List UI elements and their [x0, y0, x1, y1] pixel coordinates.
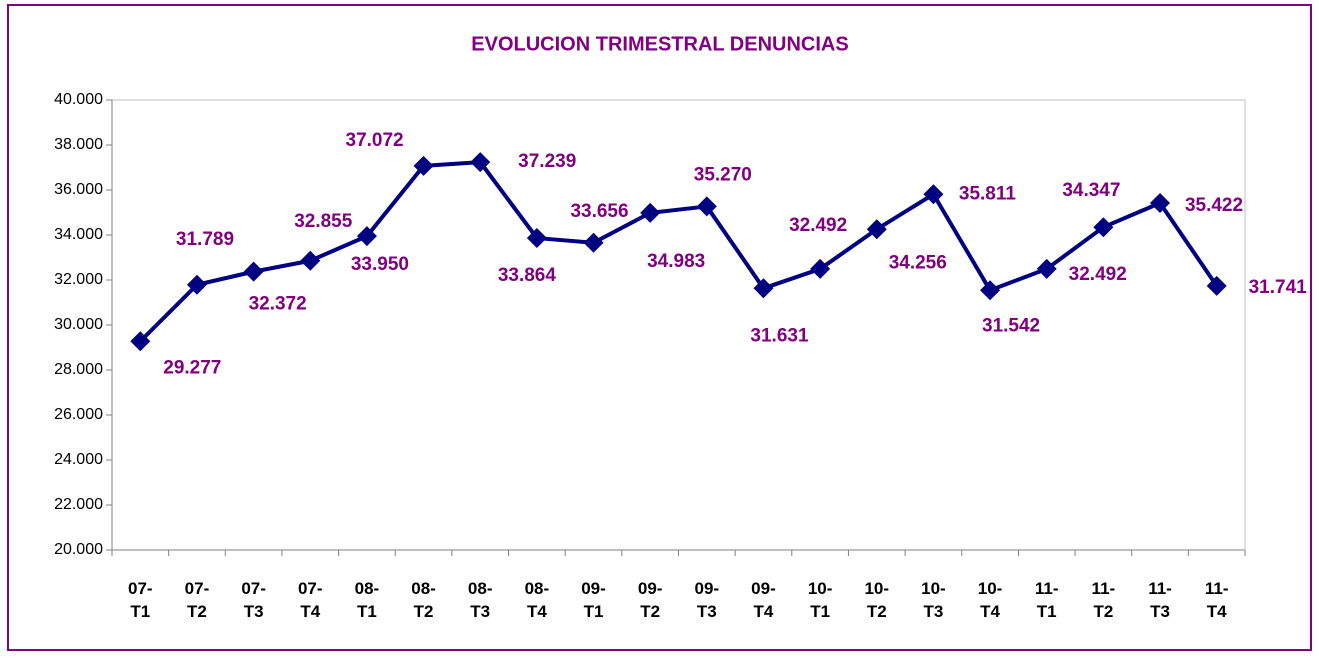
y-tick-label: 40.000 [54, 91, 103, 108]
point-marker [470, 152, 491, 173]
y-tick-label: 30.000 [54, 316, 103, 333]
point-marker [526, 228, 547, 249]
y-tick-label: 20.000 [54, 541, 103, 558]
point-marker [923, 184, 944, 205]
x-tick-label: 10-T3 [921, 579, 946, 621]
data-label: 32.492 [789, 215, 847, 236]
data-label: 33.950 [351, 254, 409, 275]
data-label: 31.741 [1249, 277, 1308, 298]
x-tick-label: 11-T2 [1091, 579, 1116, 621]
data-label: 35.422 [1185, 195, 1243, 216]
data-label: 35.270 [694, 164, 752, 185]
data-label: 33.864 [498, 265, 557, 286]
x-tick-label: 08-T4 [524, 579, 550, 621]
x-tick-label: 10-T2 [864, 579, 890, 621]
x-tick-label: 07-T1 [128, 579, 153, 621]
point-marker [243, 261, 264, 282]
point-marker [356, 226, 377, 247]
x-tick-label: 09-T2 [637, 579, 663, 621]
point-marker [413, 155, 434, 176]
point-marker [753, 278, 774, 299]
chart-frame [7, 4, 1312, 651]
x-tick-label: 07-T2 [184, 579, 210, 621]
y-tick-label: 34.000 [54, 226, 103, 243]
x-tick-label: 11-T3 [1148, 579, 1172, 621]
y-tick-label: 32.000 [54, 271, 103, 288]
data-label: 37.072 [346, 130, 404, 151]
chart-title: EVOLUCION TRIMESTRAL DENUNCIAS [471, 33, 848, 55]
point-marker [640, 202, 661, 223]
data-label: 33.656 [570, 201, 628, 222]
x-tick-label: 11-T4 [1204, 579, 1229, 621]
x-tick-label: 11-T1 [1034, 579, 1059, 621]
x-tick-label: 10-T1 [807, 579, 833, 621]
data-label: 34.256 [889, 252, 947, 273]
point-marker [1036, 258, 1057, 279]
x-tick-label: 08-T2 [411, 579, 436, 621]
point-marker [130, 331, 151, 352]
x-tick-label: 09-T4 [751, 579, 776, 621]
point-marker [300, 250, 321, 271]
series-line [138, 160, 1219, 343]
x-tick-label: 07-T3 [241, 579, 266, 621]
x-tick-label: 08-T3 [467, 579, 493, 621]
point-marker [1206, 275, 1227, 296]
x-tick-label: 09-T3 [694, 579, 720, 621]
y-tick-label: 28.000 [54, 361, 103, 378]
data-label: 31.789 [176, 229, 234, 250]
point-marker [866, 219, 887, 240]
y-tick-label: 36.000 [54, 181, 103, 198]
y-tick-label: 22.000 [54, 496, 103, 513]
point-marker [810, 258, 831, 279]
data-label: 37.239 [518, 151, 576, 172]
data-label: 35.811 [959, 183, 1016, 204]
x-tick-label: 07-T4 [297, 579, 323, 621]
y-tick-label: 26.000 [54, 406, 103, 423]
data-label: 31.631 [750, 325, 809, 346]
point-marker [583, 232, 604, 253]
data-label: 34.983 [647, 251, 705, 272]
point-marker [186, 274, 207, 295]
data-label: 32.492 [1069, 264, 1127, 285]
point-marker [1093, 217, 1114, 238]
y-tick-label: 24.000 [54, 451, 103, 468]
data-label: 29.277 [163, 357, 221, 378]
y-tick-label: 38.000 [54, 136, 103, 153]
data-label: 31.542 [982, 315, 1040, 336]
data-label: 32.372 [249, 294, 307, 315]
data-label: 34.347 [1062, 180, 1120, 201]
point-marker [1150, 193, 1171, 214]
data-label: 32.855 [294, 211, 353, 232]
x-tick-label: 08-T1 [354, 579, 380, 621]
x-tick-label: 09-T1 [581, 579, 606, 621]
x-tick-label: 10-T4 [977, 579, 1003, 621]
point-marker [980, 280, 1001, 301]
point-marker [696, 196, 717, 217]
